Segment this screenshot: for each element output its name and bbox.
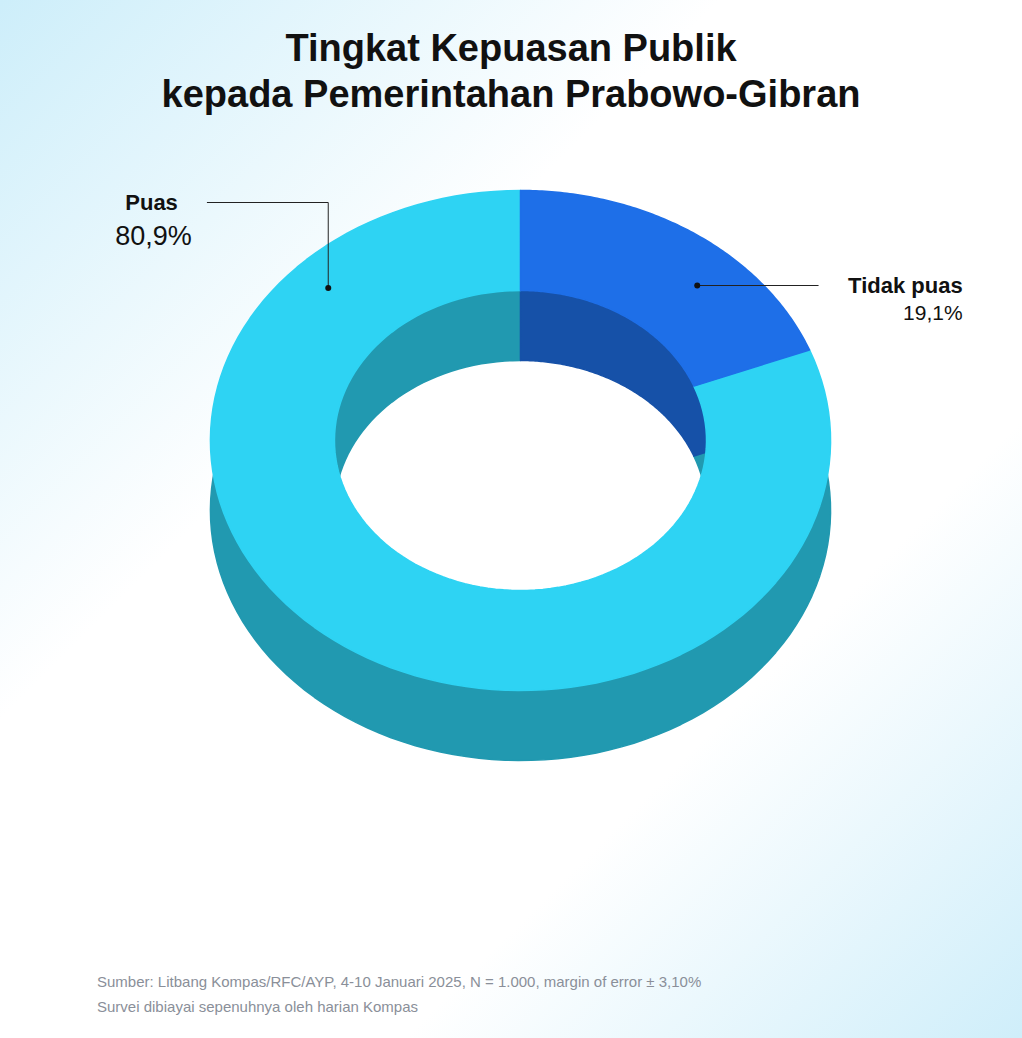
svg-text:80,9%: 80,9% — [115, 221, 192, 251]
html-text:kepada Pemerintahan Prabowo-Gi: kepada Pemerintahan Prabowo-Gibran — [161, 72, 861, 115]
html-text:Survei dibiayai sepenuhnya ole: Survei dibiayai sepenuhnya oleh harian K… — [97, 997, 418, 1015]
svg-text:19,1%: 19,1% — [903, 301, 963, 324]
html-text:Tingkat Kepuasan Publik: Tingkat Kepuasan Publik — [285, 27, 737, 69]
svg-text:Puas: Puas — [125, 190, 178, 215]
svg-text:Tidak puas: Tidak puas — [848, 273, 963, 298]
html-text:Sumber: Litbang Kompas/RFC/AYP: Sumber: Litbang Kompas/RFC/AYP, 4-10 Jan… — [97, 973, 702, 990]
